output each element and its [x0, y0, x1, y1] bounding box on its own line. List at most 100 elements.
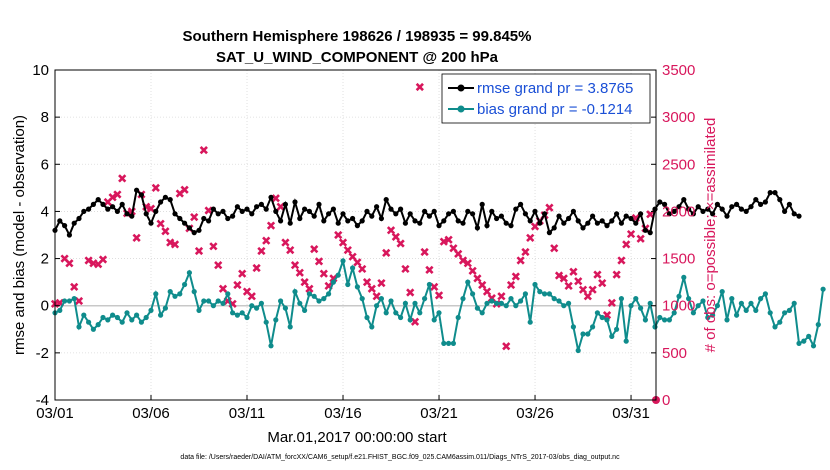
rmse-point	[556, 213, 562, 219]
assimilated-obs-marker	[233, 280, 242, 290]
bias-point	[359, 296, 365, 302]
bias-point	[62, 298, 68, 304]
rmse-point	[287, 220, 293, 226]
y-tick-label: 2	[41, 251, 49, 268]
marker-stroke	[401, 264, 410, 274]
bias-point	[321, 296, 327, 302]
obs-count-markers	[50, 82, 660, 404]
y-axis-label: rmse and bias (model - observation)	[11, 115, 28, 355]
marker-stroke	[444, 235, 453, 244]
rmse-point	[335, 220, 341, 226]
marker-stroke	[170, 240, 180, 249]
rmse-point	[695, 204, 701, 210]
assimilated-obs-marker	[578, 285, 588, 294]
assimilated-obs-marker	[70, 282, 79, 291]
assimilated-obs-marker	[626, 229, 636, 239]
rmse-point	[407, 211, 413, 217]
marker-stroke	[482, 287, 492, 296]
rmse-point	[542, 211, 548, 217]
marker-stroke	[74, 296, 84, 306]
rmse-point	[311, 213, 317, 219]
rmse-point	[460, 220, 466, 226]
bias-point	[124, 310, 130, 316]
marker-stroke	[218, 284, 228, 293]
bias-point	[470, 291, 476, 297]
bias-point	[585, 331, 591, 337]
marker-stroke	[593, 270, 602, 279]
bias-point	[210, 303, 216, 309]
rmse-point	[148, 220, 154, 226]
bias-point	[119, 319, 125, 325]
rmse-point	[129, 213, 135, 219]
marker-stroke	[497, 292, 506, 301]
marker-stroke	[338, 238, 348, 247]
bias-point	[292, 289, 298, 295]
marker-stroke	[266, 221, 276, 230]
rmse-point	[642, 227, 649, 233]
bias-point	[498, 300, 504, 306]
bias-point	[796, 340, 802, 346]
bias-point	[614, 326, 620, 332]
bias-point	[383, 310, 389, 316]
bias-point	[542, 291, 548, 297]
bias-point	[234, 312, 240, 318]
bias-point	[633, 296, 639, 302]
assimilated-obs-marker	[194, 246, 204, 256]
y2-tick-label: 0	[662, 392, 670, 409]
assimilated-obs-marker	[526, 233, 535, 242]
marker-stroke	[646, 210, 655, 219]
rmse-point	[498, 213, 504, 219]
rmse-point	[590, 213, 596, 219]
rmse-point	[393, 211, 399, 217]
marker-stroke	[386, 226, 396, 235]
marker-stroke	[358, 264, 367, 274]
assimilated-obs-marker	[214, 261, 223, 270]
marker-stroke	[132, 233, 141, 242]
assimilated-obs-marker	[482, 287, 492, 296]
rmse-point	[551, 225, 557, 231]
bias-point	[364, 314, 370, 321]
rmse-point	[474, 225, 480, 231]
assimilated-obs-marker	[286, 245, 295, 255]
bias-point	[287, 324, 293, 330]
assimilated-obs-marker	[521, 247, 530, 257]
bias-point	[76, 324, 82, 330]
rmse-point	[402, 220, 408, 226]
bias-point	[402, 300, 408, 306]
bias-point	[623, 338, 629, 344]
rmse-point	[225, 215, 231, 222]
bias-point	[230, 310, 236, 316]
marker-stroke	[372, 292, 381, 301]
rmse-point	[321, 218, 327, 224]
assimilated-obs-marker	[506, 280, 516, 290]
bias-point	[503, 303, 509, 309]
y-tick-label: -4	[36, 392, 49, 409]
bias-point	[738, 300, 745, 306]
assimilated-obs-marker	[588, 285, 597, 294]
assimilated-obs-marker	[65, 259, 74, 268]
assimilated-obs-marker	[415, 82, 424, 92]
legend-rmse-label: rmse grand pr = 3.8765	[477, 80, 633, 97]
marker-stroke	[362, 278, 372, 287]
marker-stroke	[382, 248, 391, 258]
assimilated-obs-marker	[295, 268, 304, 277]
assimilated-obs-marker	[209, 242, 218, 251]
marker-stroke	[146, 204, 156, 213]
rmse-point	[777, 197, 783, 203]
rmse-point	[522, 211, 529, 217]
bias-point	[86, 319, 92, 325]
marker-stroke	[118, 174, 127, 183]
rmse-point	[710, 211, 716, 217]
bias-point	[729, 296, 735, 302]
y-tick-label: 4	[41, 203, 49, 220]
assimilated-obs-marker	[358, 264, 367, 274]
rmse-point	[705, 206, 711, 212]
bias-point	[249, 303, 255, 309]
marker-stroke	[420, 247, 429, 257]
marker-stroke	[353, 258, 362, 267]
rmse-point	[767, 190, 773, 196]
y2-tick-label: 1500	[662, 251, 695, 268]
rmse-point	[81, 208, 87, 214]
bias-point	[57, 307, 63, 313]
bias-point	[566, 300, 572, 306]
